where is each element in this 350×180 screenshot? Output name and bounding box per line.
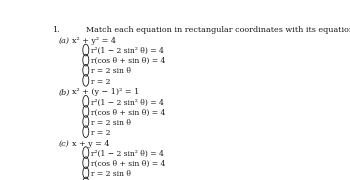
Text: (c): (c) [59,140,69,148]
Text: r = 2 sin θ: r = 2 sin θ [91,119,131,127]
Text: x + y = 4: x + y = 4 [72,140,110,148]
Text: x² + y² = 4: x² + y² = 4 [72,37,116,45]
Text: (b): (b) [59,88,70,96]
Text: Match each equation in rectangular coordinates with its equation in polar coordi: Match each equation in rectangular coord… [86,26,350,34]
Text: r = 2 sin θ: r = 2 sin θ [91,68,131,75]
Text: r = 2: r = 2 [91,78,111,86]
Text: (a): (a) [59,37,70,45]
Text: 1.: 1. [52,26,60,34]
Text: r(cos θ + sin θ) = 4: r(cos θ + sin θ) = 4 [91,160,166,168]
Text: r²(1 − 2 sin² θ) = 4: r²(1 − 2 sin² θ) = 4 [91,150,164,158]
Text: r = 2: r = 2 [91,129,111,137]
Text: r²(1 − 2 sin² θ) = 4: r²(1 − 2 sin² θ) = 4 [91,98,164,107]
Text: r(cos θ + sin θ) = 4: r(cos θ + sin θ) = 4 [91,109,166,117]
Text: x² + (y − 1)² = 1: x² + (y − 1)² = 1 [72,88,140,96]
Text: r²(1 − 2 sin² θ) = 4: r²(1 − 2 sin² θ) = 4 [91,47,164,55]
Text: r(cos θ + sin θ) = 4: r(cos θ + sin θ) = 4 [91,57,166,65]
Text: r = 2 sin θ: r = 2 sin θ [91,170,131,178]
